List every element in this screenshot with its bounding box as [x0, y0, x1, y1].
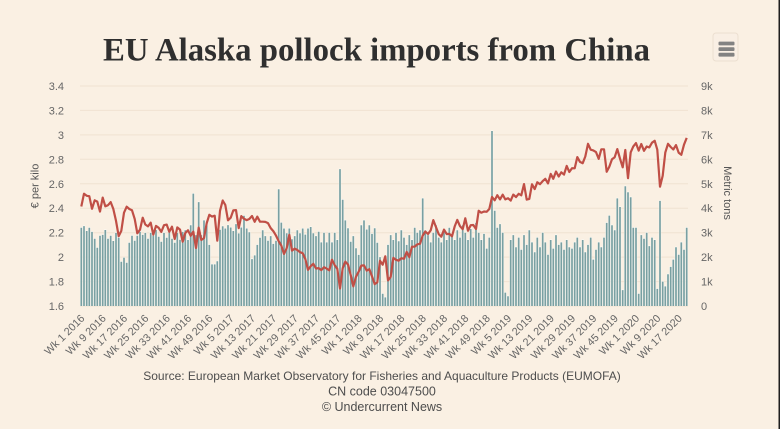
svg-text:3.2: 3.2: [49, 105, 64, 117]
svg-text:3k: 3k: [701, 228, 713, 240]
svg-text:2.6: 2.6: [49, 179, 64, 191]
svg-text:CN code 03047500: CN code 03047500: [328, 385, 436, 399]
svg-text:€ per kilo: € per kilo: [30, 164, 42, 209]
svg-text:9k: 9k: [701, 81, 713, 93]
svg-text:© Undercurrent News: © Undercurrent News: [322, 400, 442, 414]
svg-text:3: 3: [58, 130, 64, 142]
svg-text:5k: 5k: [701, 179, 713, 191]
svg-text:8k: 8k: [701, 105, 713, 117]
svg-text:7k: 7k: [701, 130, 713, 142]
svg-text:6k: 6k: [701, 154, 713, 166]
svg-text:2.2: 2.2: [49, 228, 64, 240]
svg-text:2k: 2k: [701, 252, 713, 264]
svg-text:0: 0: [701, 301, 707, 313]
svg-text:4k: 4k: [701, 203, 713, 215]
svg-text:Metric tons: Metric tons: [721, 166, 733, 220]
svg-text:2.4: 2.4: [49, 203, 64, 215]
svg-text:3.4: 3.4: [49, 81, 64, 93]
svg-text:Source: European Market Observ: Source: European Market Observatory for …: [143, 369, 621, 383]
svg-text:1.6: 1.6: [49, 301, 64, 313]
svg-text:1k: 1k: [701, 277, 713, 289]
svg-text:2: 2: [58, 252, 64, 264]
svg-text:2.8: 2.8: [49, 154, 64, 166]
svg-text:EU Alaska pollock imports from: EU Alaska pollock imports from China: [103, 33, 650, 69]
svg-text:1.8: 1.8: [49, 277, 64, 289]
